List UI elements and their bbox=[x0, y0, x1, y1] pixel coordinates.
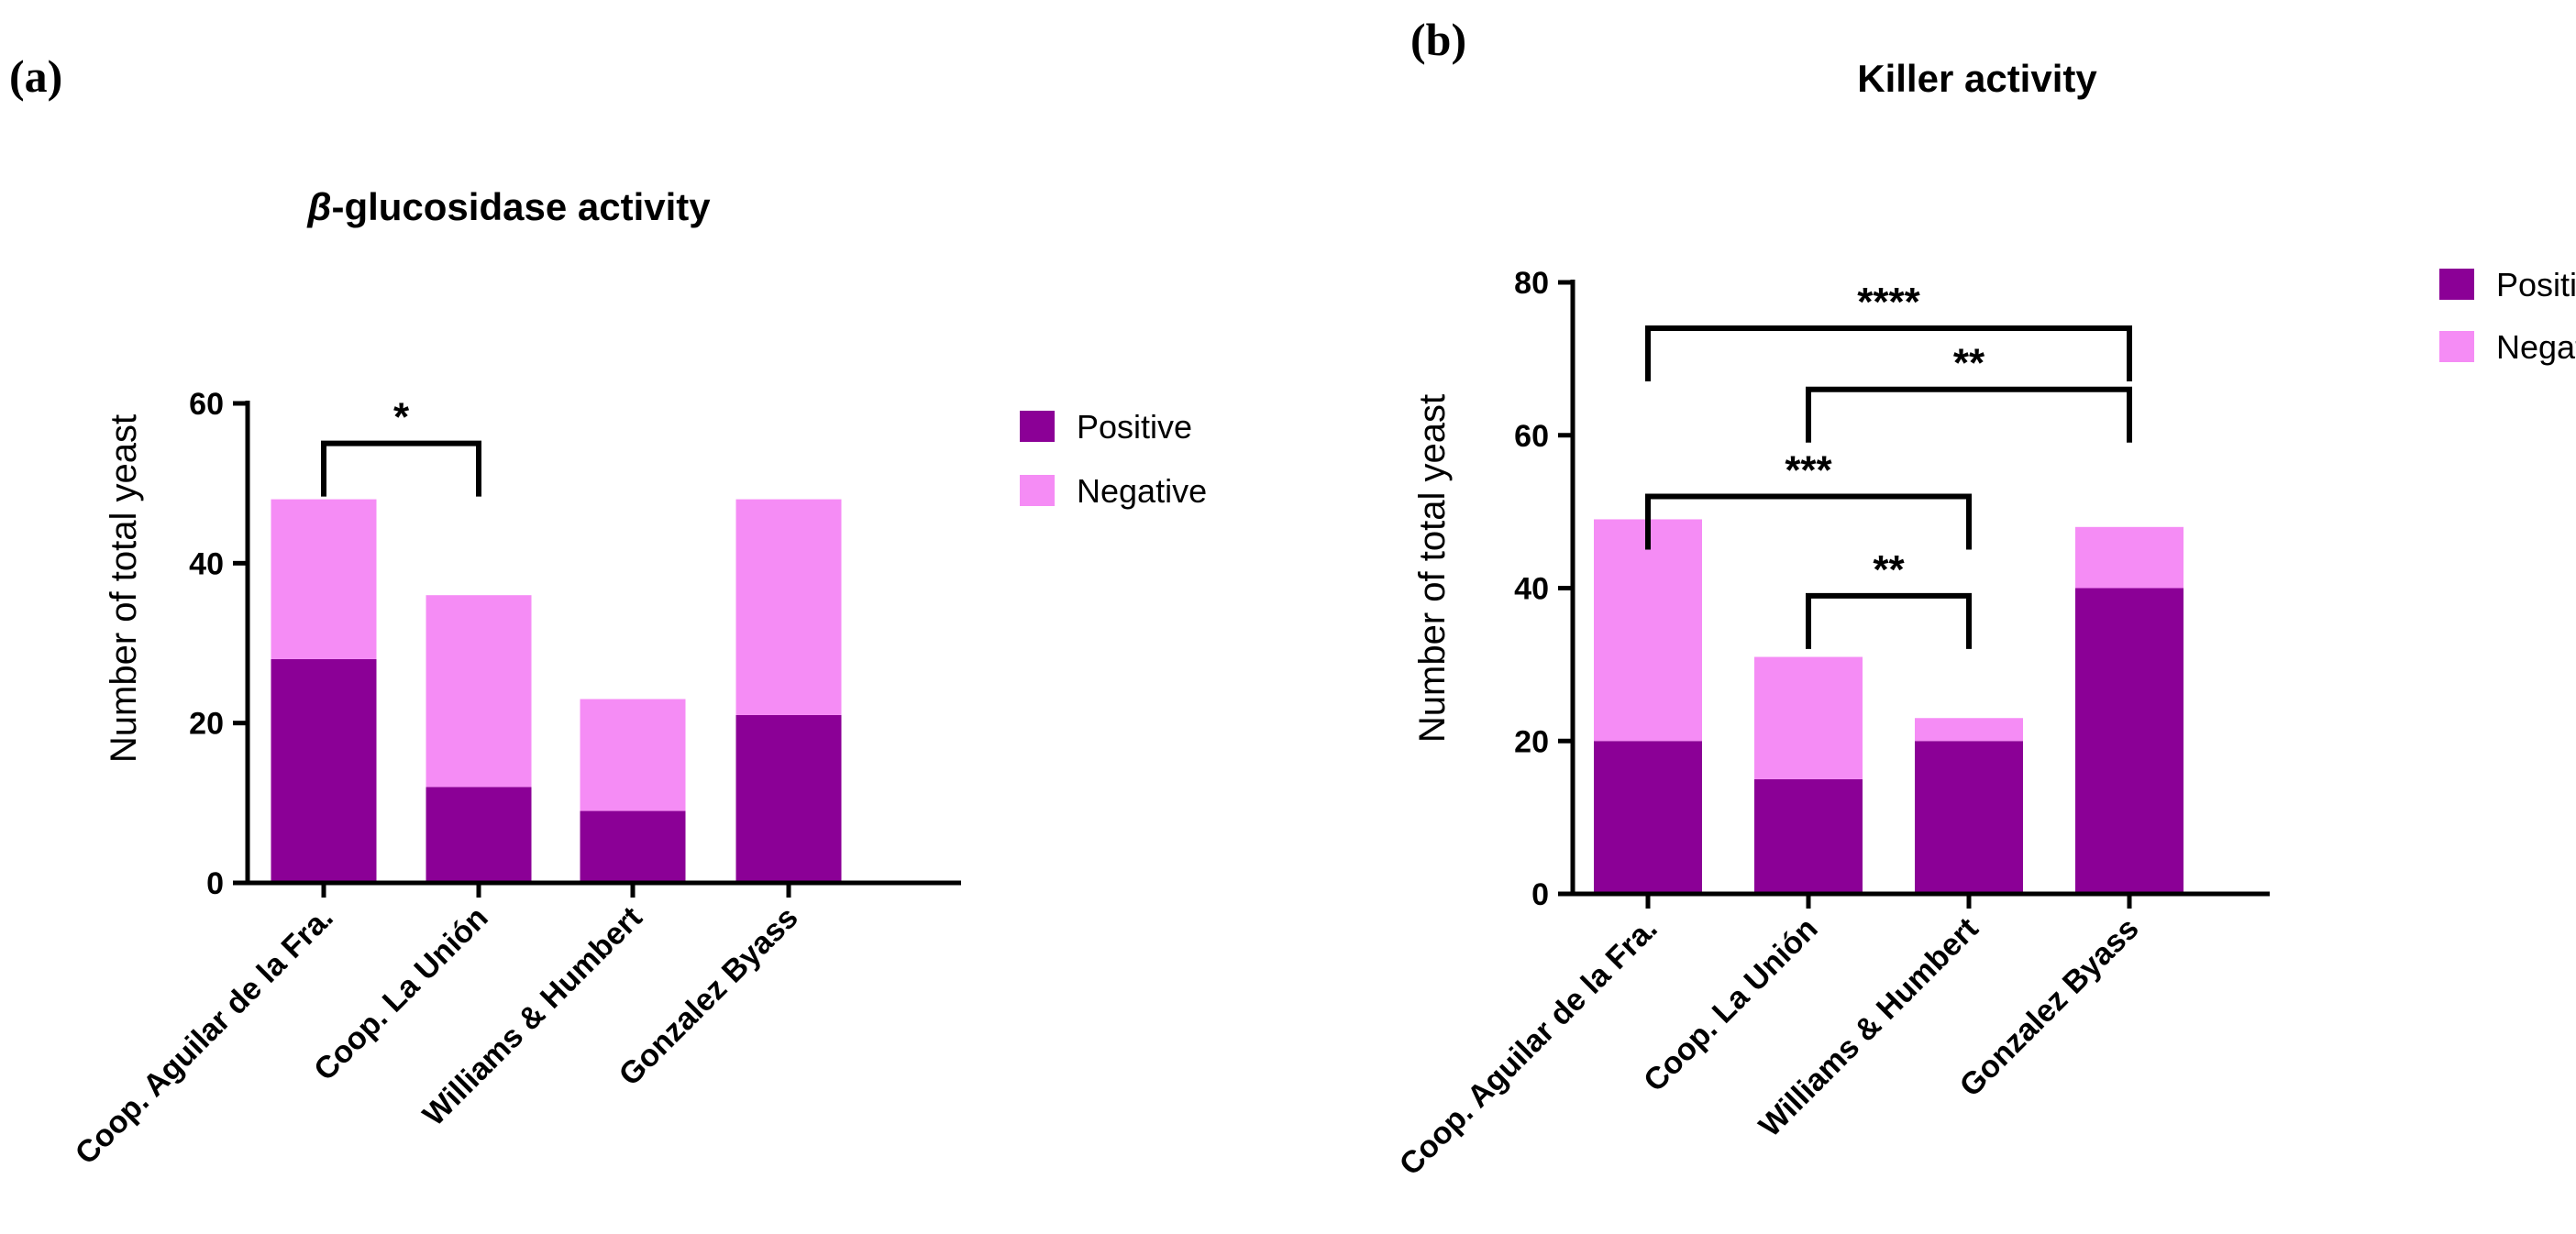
x-tick-label-a-0: Coop. Aguilar de la Fra. bbox=[69, 900, 340, 1172]
bar-negative-b-3 bbox=[2075, 526, 2184, 589]
legend-b: Positive Negative bbox=[2439, 266, 2576, 366]
significance-label-b-0: **** bbox=[1857, 280, 1920, 325]
bar-positive-b-3 bbox=[2075, 588, 2184, 894]
bar-positive-b-2 bbox=[1915, 741, 2023, 894]
y-axis-label-b: Number of total yeast bbox=[1412, 394, 1453, 743]
bar-positive-b-1 bbox=[1754, 778, 1863, 894]
significance-bracket-b-1 bbox=[1806, 386, 2132, 443]
chart-title-b: Killer activity bbox=[1857, 57, 2097, 100]
significance-label-a-0: * bbox=[393, 395, 410, 440]
bar-negative-a-3 bbox=[735, 499, 842, 715]
y-tick-label-b-2: 40 bbox=[1514, 572, 1549, 607]
plot-area-b: 0 20 40 60 80 Coop. Aguilar de la Fra.Coop. L… bbox=[1393, 266, 2270, 1183]
bar-negative-b-2 bbox=[1915, 718, 2023, 742]
x-tick-label-b-1: Coop. La Unión bbox=[1637, 911, 1824, 1098]
bar-positive-a-1 bbox=[426, 787, 532, 883]
y-tick-label-a-1: 20 bbox=[189, 707, 224, 742]
legend-label-negative-b: Negative bbox=[2496, 328, 2576, 366]
legend-swatch-positive-a bbox=[1020, 411, 1055, 442]
panel-b: (b) Killer activity Number of total yeas… bbox=[1393, 14, 2576, 1183]
y-tick-label-a-2: 40 bbox=[189, 546, 224, 581]
bar-positive-b-0 bbox=[1594, 741, 1702, 894]
significance-bracket-a-0 bbox=[321, 440, 481, 497]
legend-label-positive-b: Positive bbox=[2496, 266, 2576, 303]
bar-negative-a-2 bbox=[580, 699, 686, 811]
bar-negative-b-1 bbox=[1754, 656, 1863, 779]
panel-a: (a) β-glucosidase activity Number of tot… bbox=[9, 50, 1207, 1172]
y-tick-label-b-3: 60 bbox=[1514, 419, 1549, 454]
significance-label-b-2: *** bbox=[1785, 447, 1832, 492]
x-tick-label-b-3: Gonzalez Byass bbox=[1953, 911, 2146, 1104]
legend-a: Positive Negative bbox=[1020, 408, 1207, 510]
legend-label-positive-a: Positive bbox=[1077, 408, 1192, 446]
significance-label-b-3: ** bbox=[1873, 547, 1905, 592]
chart-title-a-rest: -glucosidase activity bbox=[331, 185, 711, 228]
bar-negative-a-0 bbox=[271, 499, 377, 659]
bar-negative-a-1 bbox=[426, 595, 532, 788]
bar-positive-a-2 bbox=[580, 810, 686, 883]
y-tick-label-a-0: 0 bbox=[206, 866, 224, 901]
panel-label-a: (a) bbox=[9, 50, 62, 102]
legend-swatch-positive-b bbox=[2439, 269, 2474, 300]
significance-bracket-b-2 bbox=[1645, 493, 1972, 550]
bar-positive-a-3 bbox=[735, 714, 842, 883]
significance-bracket-b-3 bbox=[1806, 592, 1972, 649]
bar-positive-a-0 bbox=[271, 658, 377, 883]
chart-title-a: β-glucosidase activity bbox=[306, 185, 711, 228]
y-tick-label-b-4: 80 bbox=[1514, 266, 1549, 301]
significance-label-b-1: ** bbox=[1953, 341, 1985, 386]
panel-label-b: (b) bbox=[1410, 14, 1466, 65]
y-axis-label-a: Number of total yeast bbox=[104, 414, 144, 763]
legend-swatch-negative-a bbox=[1020, 475, 1055, 506]
y-tick-label-b-0: 0 bbox=[1531, 877, 1549, 912]
bar-negative-b-0 bbox=[1594, 519, 1702, 742]
y-tick-label-a-3: 60 bbox=[189, 387, 224, 422]
legend-swatch-negative-b bbox=[2439, 331, 2474, 362]
x-tick-label-b-0: Coop. Aguilar de la Fra. bbox=[1393, 911, 1664, 1183]
chart-title-a-italic: β bbox=[306, 185, 331, 228]
significance-bracket-b-0 bbox=[1645, 325, 2132, 382]
y-tick-label-b-1: 20 bbox=[1514, 724, 1549, 759]
legend-label-negative-a: Negative bbox=[1077, 472, 1207, 510]
